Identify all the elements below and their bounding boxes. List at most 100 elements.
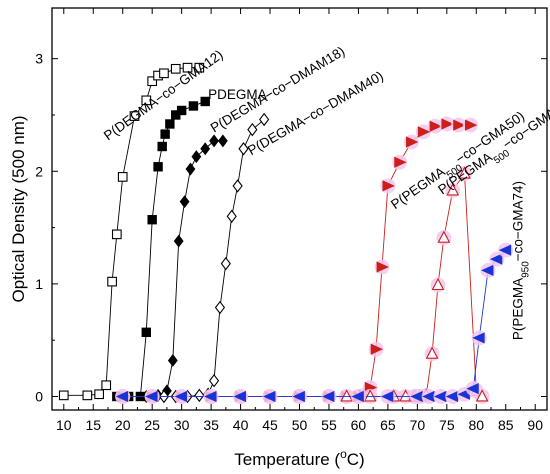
data-point bbox=[170, 63, 181, 74]
data-point bbox=[107, 276, 117, 287]
x-tick-label: 30 bbox=[174, 417, 190, 433]
data-point bbox=[233, 390, 246, 403]
data-point bbox=[472, 332, 485, 344]
data-point bbox=[174, 390, 188, 403]
series-4 bbox=[147, 112, 270, 404]
data-point bbox=[481, 264, 494, 276]
data-point bbox=[351, 390, 364, 403]
x-tick-label: 40 bbox=[233, 417, 249, 433]
data-point bbox=[182, 62, 193, 73]
data-point bbox=[214, 300, 226, 315]
data-point bbox=[232, 179, 243, 193]
data-point bbox=[200, 96, 210, 107]
x-tick-label: 80 bbox=[468, 417, 484, 433]
data-point bbox=[147, 76, 158, 87]
y-tick-label: 0 bbox=[35, 388, 43, 404]
x-tick-label: 15 bbox=[85, 417, 101, 433]
data-point bbox=[194, 388, 205, 403]
data-point bbox=[194, 62, 205, 73]
data-point bbox=[340, 389, 354, 402]
data-point bbox=[458, 166, 471, 179]
data-point bbox=[247, 122, 258, 137]
data-point bbox=[204, 390, 217, 403]
x-tick-label: 25 bbox=[144, 417, 160, 433]
series-label: P(PEGMA500−co−GMA26) bbox=[435, 94, 550, 202]
data-point bbox=[159, 68, 169, 79]
data-point bbox=[191, 150, 202, 164]
data-point bbox=[176, 105, 187, 116]
data-point bbox=[382, 180, 395, 192]
x-tick-label: 35 bbox=[203, 417, 219, 433]
data-point bbox=[165, 119, 175, 129]
data-point bbox=[141, 327, 151, 338]
series-7 bbox=[115, 242, 514, 404]
data-point bbox=[145, 390, 158, 403]
x-tick-label: 20 bbox=[115, 417, 131, 433]
data-point bbox=[406, 136, 419, 148]
data-point bbox=[259, 112, 270, 127]
data-point bbox=[292, 390, 305, 403]
y-axis: 0 1 2 3 bbox=[35, 51, 547, 404]
data-point bbox=[425, 346, 439, 359]
series-6 bbox=[339, 166, 490, 404]
x-axis: 10 15 20 25 30 35 40 45 50 55 60 65 70 75 80 85 90 bbox=[56, 8, 543, 433]
data-point bbox=[115, 390, 129, 403]
data-point bbox=[394, 156, 407, 168]
x-tick-label: 85 bbox=[498, 417, 514, 433]
data-point bbox=[157, 141, 167, 152]
x-tick-label: 45 bbox=[262, 417, 278, 433]
data-point bbox=[141, 95, 152, 106]
data-point bbox=[370, 343, 384, 355]
series-label: P(DEGMA−co−GMA12) bbox=[101, 47, 226, 143]
data-point bbox=[466, 382, 479, 395]
data-point bbox=[111, 229, 122, 240]
data-point bbox=[209, 134, 219, 148]
data-point bbox=[429, 120, 443, 132]
series-labels: P(DEGMA−co−GMA12)PDEGMAP(DEGMA−co−DMAM18… bbox=[101, 43, 550, 340]
data-point bbox=[94, 389, 104, 400]
data-point bbox=[117, 172, 128, 182]
x-tick-label: 50 bbox=[292, 417, 308, 433]
x-tick-label: 90 bbox=[527, 417, 543, 433]
x-axis-title: Temperature (oC) bbox=[234, 447, 364, 469]
data-point bbox=[464, 119, 478, 131]
data-point bbox=[417, 126, 431, 138]
data-point bbox=[226, 209, 237, 224]
data-point bbox=[431, 277, 445, 291]
y-tick-label: 1 bbox=[35, 276, 43, 292]
x-tick-label: 75 bbox=[439, 417, 455, 433]
data-point bbox=[238, 142, 249, 156]
data-point bbox=[380, 390, 394, 403]
data-point bbox=[217, 134, 228, 148]
series-line bbox=[122, 123, 471, 397]
data-point bbox=[475, 389, 489, 402]
data-point bbox=[129, 111, 140, 121]
data-point bbox=[489, 253, 503, 265]
data-point bbox=[363, 389, 377, 402]
data-point bbox=[376, 261, 389, 273]
data-point bbox=[101, 380, 112, 391]
x-tick-label: 55 bbox=[321, 417, 337, 433]
y-tick-label: 2 bbox=[35, 163, 43, 179]
series-line bbox=[122, 249, 507, 397]
data-point bbox=[498, 244, 512, 256]
data-point bbox=[446, 183, 460, 196]
data-point bbox=[453, 119, 466, 131]
series-line bbox=[346, 172, 483, 397]
data-point bbox=[321, 390, 335, 403]
data-point bbox=[185, 162, 196, 176]
data-point bbox=[441, 118, 454, 130]
data-point bbox=[188, 101, 199, 111]
data-point bbox=[220, 256, 231, 271]
series-2 bbox=[112, 96, 210, 402]
data-point bbox=[173, 234, 184, 248]
x-tick-label: 65 bbox=[380, 417, 396, 433]
data-point bbox=[147, 214, 157, 225]
series-line bbox=[152, 119, 265, 397]
series-line bbox=[146, 140, 223, 397]
series-label: P(DEGMA−co−DMAM40) bbox=[245, 68, 386, 158]
x-tick-label: 60 bbox=[351, 417, 367, 433]
x-tick-label: 70 bbox=[410, 417, 426, 433]
series-3 bbox=[141, 134, 228, 403]
